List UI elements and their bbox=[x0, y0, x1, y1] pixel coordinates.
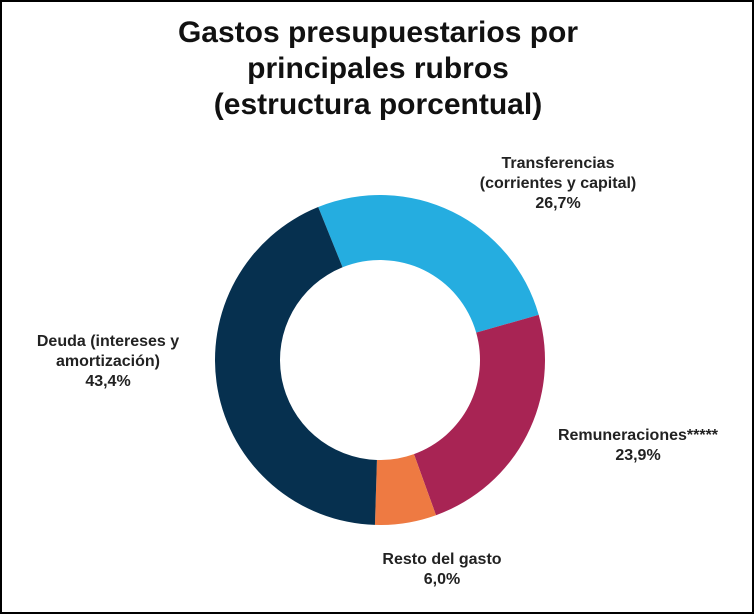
text-line: Transferencias bbox=[502, 155, 615, 172]
category-label: Transferencias (corrientes y capital) bbox=[480, 155, 637, 192]
category-label: Deuda (intereses y amortización) bbox=[37, 333, 179, 370]
value-label: 26,7% bbox=[535, 195, 580, 212]
text-line: (corrientes y capital) bbox=[480, 175, 637, 192]
value-label: 43,4% bbox=[85, 373, 130, 390]
category-label: Resto del gasto bbox=[382, 551, 501, 568]
text-line: Remuneraciones***** bbox=[558, 427, 719, 444]
donut-segment bbox=[374, 454, 437, 525]
text-line: Gastos presupuestarios por bbox=[178, 16, 578, 49]
text-line: amortización) bbox=[56, 353, 160, 370]
donut-segment bbox=[318, 195, 539, 333]
category-label: Remuneraciones***** bbox=[558, 427, 719, 444]
text-line: principales rubros bbox=[247, 52, 509, 85]
value-label: 23,9% bbox=[615, 447, 660, 464]
donut-segment bbox=[214, 207, 377, 525]
text-line: Resto del gasto bbox=[382, 551, 501, 568]
text-line: Deuda (intereses y bbox=[37, 333, 179, 350]
value-label: 6,0% bbox=[424, 571, 460, 588]
donut-segment bbox=[413, 314, 545, 516]
text-line: (estructura porcentual) bbox=[214, 88, 542, 121]
chart-title: Gastos presupuestarios por principales ru… bbox=[178, 16, 578, 121]
